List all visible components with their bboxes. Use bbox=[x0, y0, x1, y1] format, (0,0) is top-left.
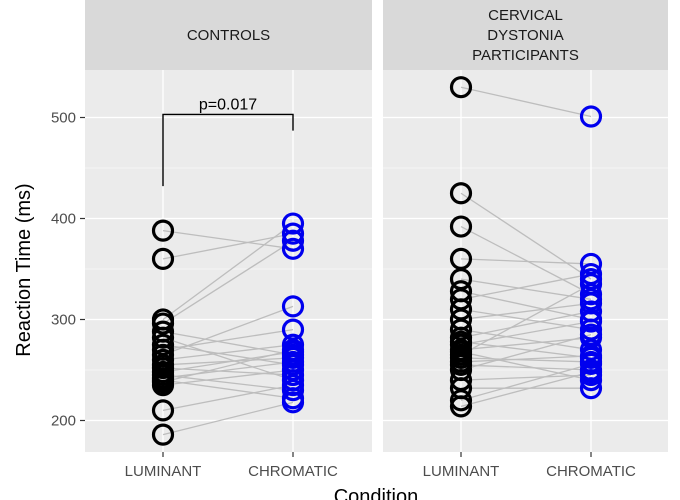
luminant-point bbox=[151, 374, 175, 397]
chromatic-point bbox=[579, 352, 603, 376]
x-axis-title: Condition bbox=[334, 486, 419, 500]
pair-line bbox=[162, 344, 294, 361]
strip-header bbox=[383, 0, 668, 70]
pair-line bbox=[162, 240, 294, 325]
pair-line bbox=[460, 371, 592, 407]
strip-header bbox=[85, 0, 372, 70]
chromatic-point bbox=[281, 222, 305, 245]
x-tick-label: LUMINANT bbox=[423, 463, 500, 480]
pair-line bbox=[460, 364, 592, 371]
pair-line bbox=[162, 305, 294, 356]
x-tick-label: CHROMATIC bbox=[546, 463, 636, 480]
pair-line bbox=[162, 361, 294, 379]
y-tick-label: 500 bbox=[51, 110, 76, 127]
chromatic-point bbox=[281, 212, 305, 235]
pair-line bbox=[460, 320, 592, 346]
luminant-point bbox=[151, 312, 175, 335]
pair-line bbox=[460, 355, 592, 363]
luminant-point bbox=[151, 247, 175, 270]
pair-line bbox=[460, 192, 592, 280]
y-tick-label: 400 bbox=[51, 211, 76, 228]
pair-line bbox=[460, 341, 592, 359]
pair-line bbox=[460, 226, 592, 295]
pair-line bbox=[162, 369, 294, 386]
pair-line bbox=[460, 334, 592, 371]
pair-line bbox=[460, 357, 592, 363]
chromatic-point bbox=[281, 350, 305, 374]
luminant-point bbox=[151, 423, 175, 446]
pair-line bbox=[460, 86, 592, 118]
chromatic-point bbox=[579, 323, 603, 346]
pair-line bbox=[162, 233, 294, 260]
y-axis: 200 300 400 500 bbox=[51, 110, 85, 430]
p-value-label: p=0.017 bbox=[199, 96, 257, 113]
y-tick-label: 200 bbox=[51, 413, 76, 430]
y-axis-title: Reaction Time (ms) bbox=[13, 183, 35, 356]
luminant-point bbox=[151, 219, 175, 242]
luminant-point bbox=[449, 395, 473, 418]
chromatic-point bbox=[579, 360, 603, 384]
chromatic-point bbox=[281, 391, 305, 414]
luminant-point bbox=[449, 215, 473, 238]
pair-line bbox=[460, 283, 592, 356]
chromatic-point bbox=[281, 295, 305, 318]
panel-cervical-dystonia: CERVICAL DYSTONIA PARTICIPANTS LUMINANT CHRO… bbox=[383, 0, 668, 480]
x-tick-label: LUMINANT bbox=[125, 463, 202, 480]
x-tick-label: CHROMATIC bbox=[248, 463, 338, 480]
pair-line bbox=[460, 273, 592, 300]
pair-line bbox=[162, 229, 294, 250]
luminant-point bbox=[449, 76, 473, 99]
pair-line bbox=[460, 302, 592, 321]
strip-title-line: CONTROLS bbox=[187, 27, 270, 44]
chromatic-point bbox=[281, 358, 305, 382]
luminant-point bbox=[151, 326, 175, 349]
pair-line bbox=[162, 344, 294, 366]
significance-bracket bbox=[162, 113, 294, 187]
panel-controls: CONTROLS p=0.017 LUMINANT CHROMATIC bbox=[85, 0, 372, 480]
chromatic-point bbox=[281, 237, 305, 260]
chromatic-point bbox=[579, 273, 603, 296]
pair-line bbox=[460, 290, 592, 321]
chromatic-point bbox=[281, 229, 305, 252]
pair-line bbox=[460, 363, 592, 401]
strip-title-line: DYSTONIA bbox=[487, 27, 563, 44]
chromatic-point bbox=[579, 300, 603, 323]
luminant-point bbox=[449, 389, 473, 412]
pair-line bbox=[460, 337, 592, 351]
strip-title-line: PARTICIPANTS bbox=[472, 47, 579, 64]
chromatic-point bbox=[579, 105, 603, 128]
pair-line bbox=[162, 349, 294, 383]
luminant-point bbox=[151, 399, 175, 422]
chromatic-point bbox=[579, 310, 603, 333]
pair-line bbox=[460, 258, 592, 265]
pair-line bbox=[162, 223, 294, 321]
chromatic-point bbox=[579, 262, 603, 286]
chromatic-point bbox=[579, 377, 603, 400]
pair-line bbox=[162, 330, 294, 356]
luminant-point bbox=[449, 182, 473, 205]
pair-line bbox=[460, 310, 592, 339]
chromatic-point bbox=[281, 374, 305, 397]
pair-line bbox=[460, 374, 592, 381]
pair-line bbox=[162, 401, 294, 436]
panel-background bbox=[85, 70, 372, 452]
pair-line bbox=[162, 374, 294, 391]
y-tick-label: 300 bbox=[51, 312, 76, 329]
pair-line bbox=[162, 384, 294, 412]
strip-title-line: CERVICAL bbox=[488, 7, 563, 24]
